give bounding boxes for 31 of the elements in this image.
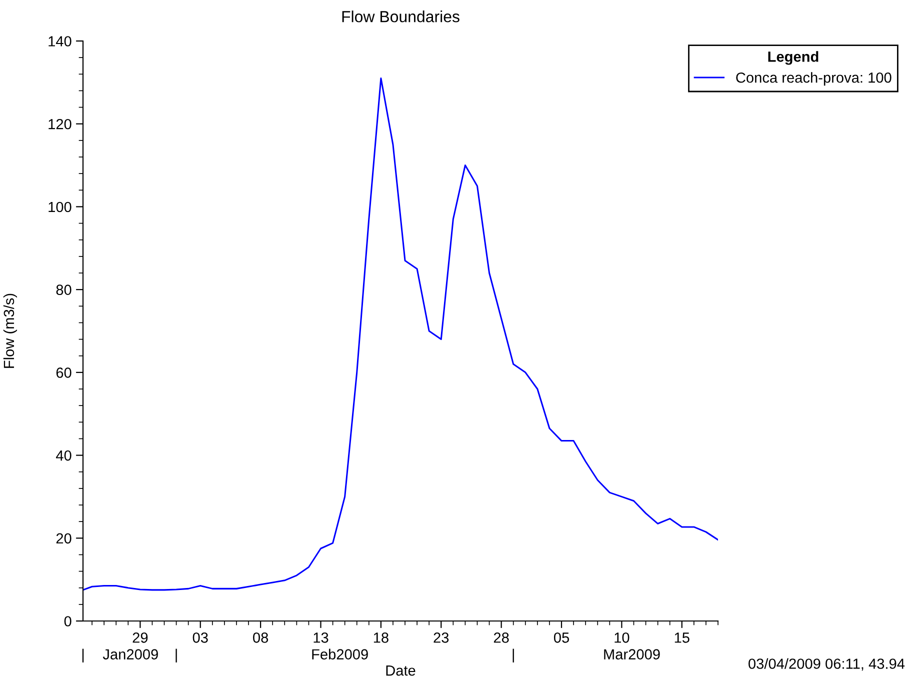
text: 03/04/2009 06:11, 43.94: [748, 658, 905, 671]
y-tick-label: 100: [48, 202, 72, 212]
legend-title: Legend: [768, 51, 818, 65]
x2-tick-label: |: [512, 648, 514, 662]
x-tick-label: 05: [554, 632, 570, 643]
y-tick-label: 0: [64, 616, 72, 626]
legend-label: Conca reach-prova: 100: [736, 72, 892, 86]
y-tick-label: 60: [56, 368, 72, 378]
x-tick-label: 10: [614, 632, 630, 643]
x-tick-label: 18: [374, 632, 388, 643]
y-tick-label: 120: [48, 118, 72, 130]
y-tick-label: 80: [56, 284, 72, 295]
x-axis-title: Date: [386, 666, 416, 676]
x2-tick-label: Feb2009: [312, 648, 368, 660]
x-tick-label: 23: [434, 632, 449, 643]
x2-tick-label: |: [176, 648, 177, 662]
x-tick-label: 03: [192, 632, 208, 643]
y-axis-title: Flow (m3/s): [3, 294, 17, 368]
x-tick-label: 08: [253, 632, 268, 643]
y-tick-label: 40: [56, 450, 72, 461]
x2-tick-label: Mar2009: [604, 649, 660, 660]
x2-tick-label: |: [82, 648, 84, 662]
x-tick-label: 28: [494, 632, 509, 643]
x-tick-label: 15: [674, 632, 690, 643]
x-tick-label: 29: [132, 632, 148, 643]
y-tick-label: 140: [48, 36, 72, 46]
line-series: [83, 78, 718, 591]
x2-tick-label: Jan2009: [102, 649, 158, 660]
chart-title: Flow Boundaries: [342, 10, 460, 22]
y-tick-label: 20: [56, 533, 72, 544]
x-tick-label: 13: [314, 632, 328, 643]
